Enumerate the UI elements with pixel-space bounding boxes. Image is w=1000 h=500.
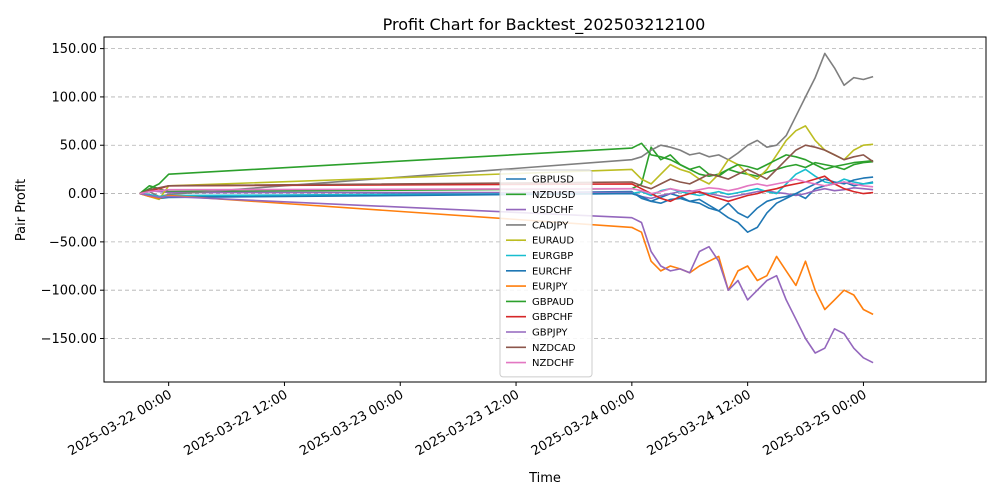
legend-label-eurchf: EURCHF bbox=[532, 266, 573, 277]
legend-label-cadjpy: CADJPY bbox=[532, 220, 569, 231]
legend-label-nzdusd: NZDUSD bbox=[532, 190, 576, 201]
legend-label-eurgbp: EURGBP bbox=[532, 251, 573, 262]
series-line-gbpaud bbox=[139, 142, 874, 195]
y-tick-label: 100.00 bbox=[52, 90, 98, 105]
series-line-cadjpy bbox=[139, 52, 874, 198]
y-tick-label: 50.00 bbox=[60, 139, 97, 154]
y-axis: 150.00 100.00 50.00 0.00 −50.00 −100.00 −150.0… bbox=[41, 42, 104, 347]
y-tick-label: 150.00 bbox=[52, 42, 98, 57]
y-tick-label: −50.00 bbox=[49, 235, 97, 250]
legend-label-nzdchf: NZDCHF bbox=[532, 358, 575, 369]
series-line-eurjpy bbox=[139, 192, 874, 316]
chart-title: Profit Chart for Backtest_202503212100 bbox=[383, 15, 706, 35]
legend-label-gbpaud: GBPAUD bbox=[532, 297, 574, 308]
plot-frame bbox=[103, 36, 987, 383]
y-axis-title: Pair Profit bbox=[14, 179, 29, 241]
legend-label-euraud: EURAUD bbox=[532, 236, 574, 247]
series-line-eurgbp bbox=[139, 168, 874, 198]
y-tick-label: 0.00 bbox=[68, 187, 97, 202]
series-line-nzdchf bbox=[139, 178, 874, 195]
legend-label-usdchf: USDCHF bbox=[532, 205, 574, 216]
legend-box bbox=[499, 169, 593, 378]
y-tick-label: −150.00 bbox=[41, 332, 97, 347]
y-tick-label: −100.00 bbox=[41, 284, 97, 299]
legend-label-eurjpy: EURJPY bbox=[532, 282, 568, 293]
legend-label-gbpusd: GBPUSD bbox=[532, 175, 574, 186]
legend: GBPUSD NZDUSD USDCHF CADJPY EURAUD EURGBP EURC… bbox=[499, 169, 593, 378]
legend-label-nzdcad: NZDCAD bbox=[532, 343, 576, 354]
legend-label-gbpjpy: GBPJPY bbox=[532, 328, 568, 339]
series-lines bbox=[139, 52, 874, 364]
x-axis-title: Time bbox=[528, 471, 561, 486]
series-line-gbpchf bbox=[139, 175, 874, 203]
legend-label-gbpchf: GBPCHF bbox=[532, 312, 573, 323]
series-line-gbpjpy bbox=[139, 192, 874, 364]
series-line-nzdcad bbox=[139, 144, 874, 195]
series-line-eurchf bbox=[139, 176, 874, 233]
